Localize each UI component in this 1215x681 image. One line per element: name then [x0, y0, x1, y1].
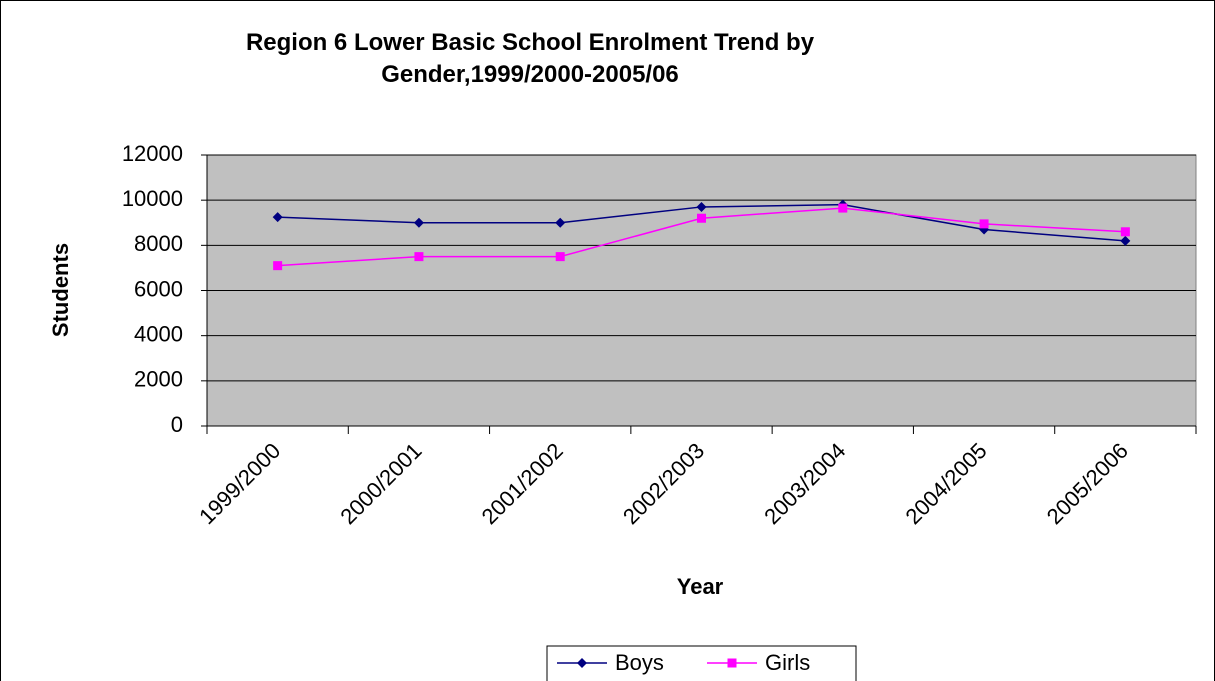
- y-tick-label: 10000: [122, 186, 183, 211]
- legend-marker: [577, 658, 587, 668]
- data-point: [555, 217, 566, 228]
- legend-box: [546, 645, 857, 681]
- y-tick-label: 2000: [134, 367, 183, 392]
- data-point: [273, 261, 283, 271]
- data-point: [413, 217, 424, 228]
- data-point: [1120, 227, 1130, 237]
- data-point: [414, 252, 424, 262]
- data-point: [697, 213, 706, 223]
- legend-label: Girls: [765, 650, 810, 675]
- y-axis-title: Students: [48, 243, 73, 337]
- data-point: [979, 219, 989, 229]
- data-point: [1120, 235, 1131, 246]
- data-point: [555, 252, 565, 262]
- y-tick-label: 6000: [134, 276, 183, 301]
- legend-marker: [727, 658, 737, 668]
- legend-label: Boys: [615, 650, 664, 675]
- y-tick-label: 4000: [134, 321, 183, 346]
- legend: Boys Girls: [546, 645, 857, 681]
- x-axis-title: Year: [677, 574, 724, 599]
- y-tick-label: 12000: [122, 141, 183, 166]
- data-point: [838, 203, 848, 213]
- chart-title: Region 6 Lower Basic School Enrolment Tr…: [245, 29, 815, 88]
- y-tick-label: 8000: [134, 231, 183, 256]
- y-tick-label: 0: [171, 412, 183, 437]
- data-point: [272, 212, 283, 223]
- data-point: [696, 201, 707, 212]
